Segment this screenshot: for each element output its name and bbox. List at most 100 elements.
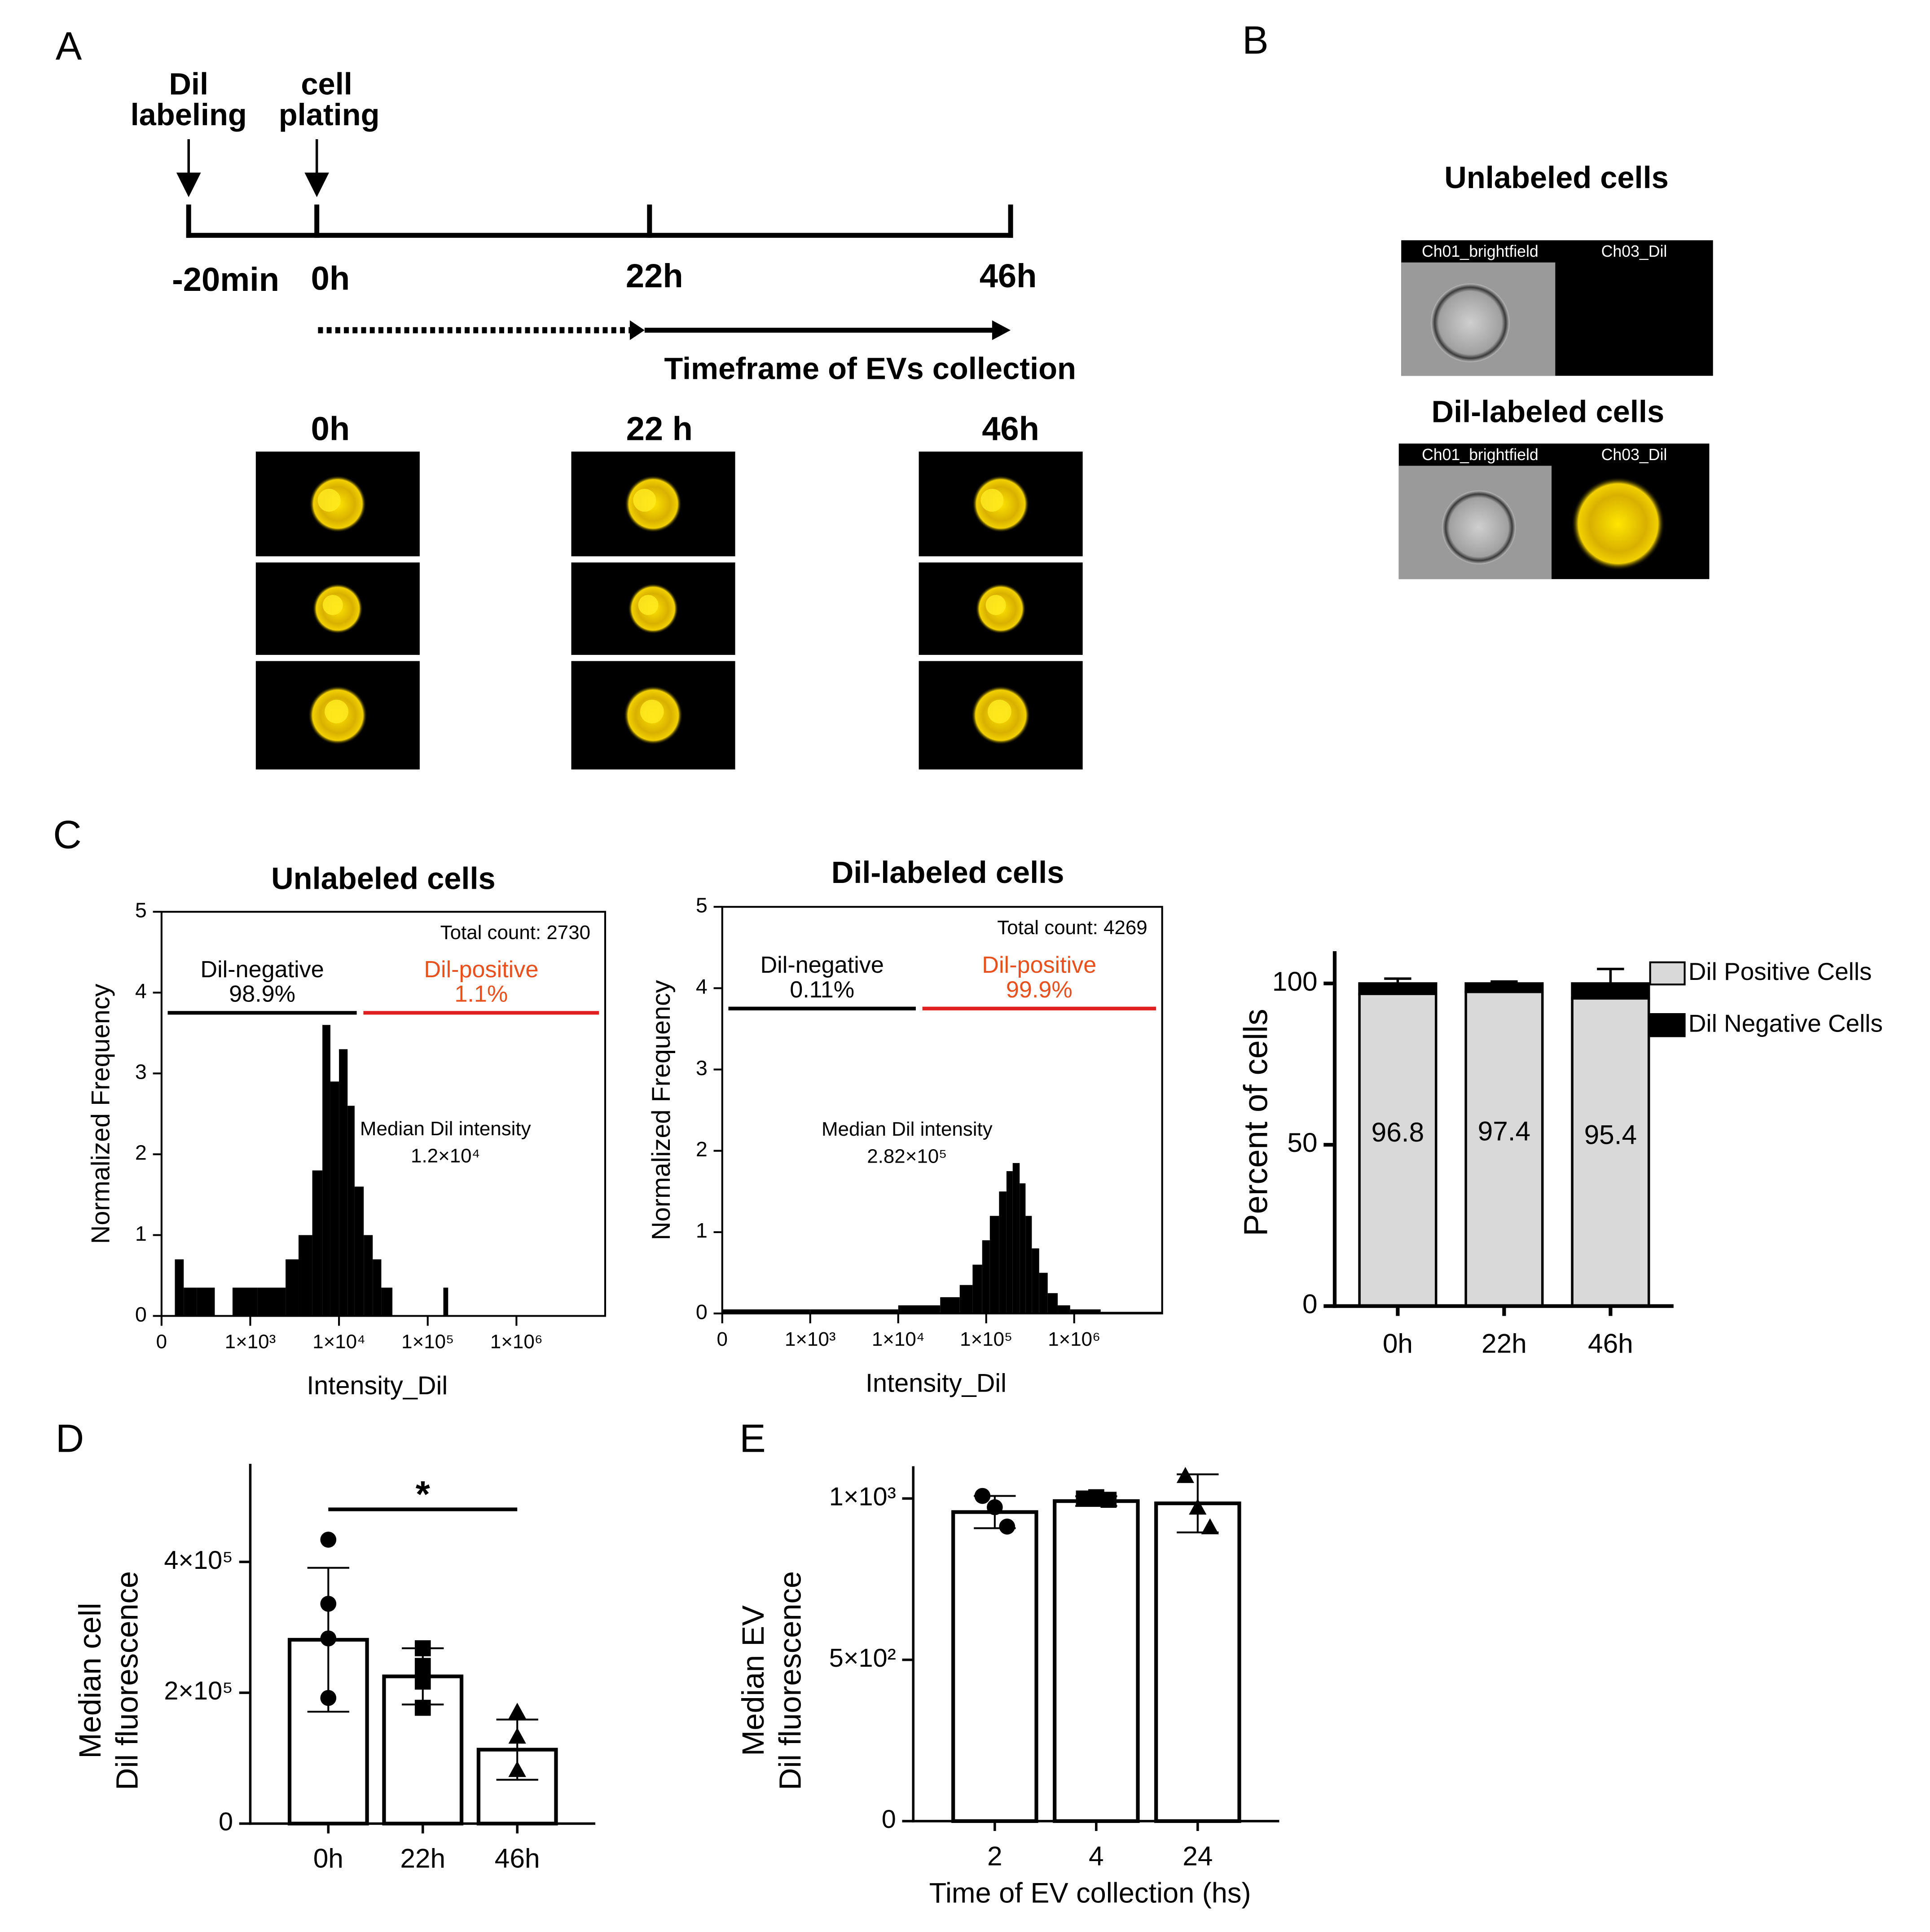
x-tick-label: 22h [1482, 1328, 1527, 1358]
data-point [986, 1499, 1003, 1515]
cell-spot [638, 595, 659, 615]
histogram-bar [1032, 1248, 1039, 1314]
histogram-bar [1058, 1305, 1070, 1314]
histogram-bar [1025, 1216, 1032, 1314]
data-point [1189, 1498, 1207, 1515]
histogram-bar [1039, 1273, 1048, 1314]
bar-segment [1464, 990, 1544, 1308]
data-point [320, 1532, 337, 1548]
cell-spot [317, 488, 341, 512]
legend-label: Dil Negative Cells [1688, 1009, 1883, 1037]
plot-frame [160, 911, 607, 1317]
y-axis-label: Dil fluorescence [773, 1571, 807, 1790]
y-tick-label: 3 [135, 1060, 147, 1084]
x-axis-label: Intensity_Dil [307, 1371, 448, 1400]
x-tick-label: 1×10⁵ [401, 1331, 454, 1353]
gate-percent: 99.9% [1006, 977, 1073, 1003]
plot-frame [721, 906, 1163, 1315]
y-tick-label: 2 [135, 1141, 147, 1164]
x-tick-label: 0 [717, 1328, 728, 1350]
y-axis-label: Normalized Frequency [86, 984, 115, 1244]
y-axis-label: Median cell [73, 1603, 107, 1759]
data-point [414, 1658, 431, 1674]
x-tick-label: 0 [156, 1331, 167, 1353]
histogram-bar [999, 1191, 1007, 1314]
legend-swatch [1649, 961, 1686, 986]
histogram-bar [175, 1259, 184, 1316]
y-tick-label: 4 [135, 979, 147, 1003]
arrow-head [629, 320, 645, 340]
cell-spot [985, 595, 1006, 615]
cell [1442, 490, 1516, 565]
x-tick-label: 1×10⁴ [872, 1328, 925, 1350]
histogram-bar [972, 1265, 982, 1314]
legend-label: Dil Positive Cells [1688, 957, 1872, 985]
cell-spot [980, 488, 1004, 512]
chart-title: Dil-labeled cells [831, 855, 1064, 890]
data-point [974, 1488, 991, 1504]
cell-images [255, 450, 1084, 771]
x-tick-label: 24 [1183, 1840, 1213, 1871]
median-value: 1.2×10⁴ [411, 1145, 480, 1167]
y-tick-label: 2 [696, 1137, 708, 1161]
cell-spot [640, 699, 664, 724]
gate-label: Dil-negative [200, 957, 324, 983]
histogram-bar [271, 1287, 286, 1316]
bar-segment [1358, 992, 1438, 1308]
panel-label: C [53, 812, 81, 857]
x-tick-label: 0h [1383, 1328, 1413, 1358]
gate-percent: 1.1% [454, 981, 508, 1007]
histogram-bar [339, 1049, 348, 1316]
median-label: Median Dil intensity [822, 1118, 993, 1140]
event-label: labeling [131, 97, 247, 132]
value-label: 97.4 [1478, 1116, 1531, 1146]
panel-label: A [56, 24, 82, 68]
histogram-bar [443, 1287, 448, 1316]
total-count: Total count: 2730 [440, 922, 590, 944]
x-tick-label: 2 [987, 1840, 1002, 1871]
value-label: 95.4 [1584, 1119, 1637, 1150]
data-point [508, 1761, 526, 1777]
data-point [508, 1727, 526, 1744]
data-point [414, 1673, 431, 1690]
event-label: Dil [169, 66, 208, 101]
data-point [414, 1640, 431, 1656]
cell-image [570, 561, 737, 656]
bar [951, 1510, 1038, 1823]
y-axis-label: Median EV [736, 1605, 770, 1756]
histogram-bar [373, 1259, 382, 1316]
histogram-bar [1012, 1163, 1020, 1314]
panel-b-title: Dil-labeled cells [1432, 394, 1665, 429]
x-tick-label: 46h [495, 1843, 540, 1874]
y-tick-label: 5×10² [829, 1644, 896, 1673]
y-axis-label: Normalized Frequency [647, 980, 676, 1240]
x-axis-label: Time of EV collection (hs) [929, 1877, 1251, 1909]
bar-segment [1464, 982, 1544, 993]
bar-segment [1571, 997, 1650, 1308]
histogram-bar [257, 1287, 271, 1316]
timeline-tick-label: 46h [980, 257, 1037, 294]
median-label: Median Dil intensity [360, 1118, 531, 1140]
cell [1431, 283, 1510, 362]
histogram-bar [381, 1287, 393, 1316]
x-tick-label: 22h [400, 1843, 445, 1874]
histogram-bar [298, 1235, 312, 1316]
data-point [1176, 1467, 1195, 1483]
cell-spot [322, 595, 343, 615]
x-axis-label: Intensity_Dil [866, 1369, 1007, 1397]
cell-spot [325, 699, 348, 724]
y-axis-label: Percent of cells [1237, 1009, 1274, 1236]
histogram-bar [347, 1106, 355, 1316]
data-point [508, 1703, 526, 1719]
histogram-bar [1006, 1171, 1013, 1314]
timeline-tick-label: 22h [626, 257, 683, 294]
cell-spot [633, 488, 656, 512]
gate-percent: 0.11% [790, 977, 854, 1003]
histogram-bar [940, 1297, 960, 1314]
image-column-label: 46h [982, 410, 1039, 447]
histogram-bar [232, 1287, 258, 1316]
histogram-bar [354, 1186, 364, 1316]
y-tick-label: 0 [1302, 1289, 1318, 1319]
data-point [320, 1595, 337, 1612]
